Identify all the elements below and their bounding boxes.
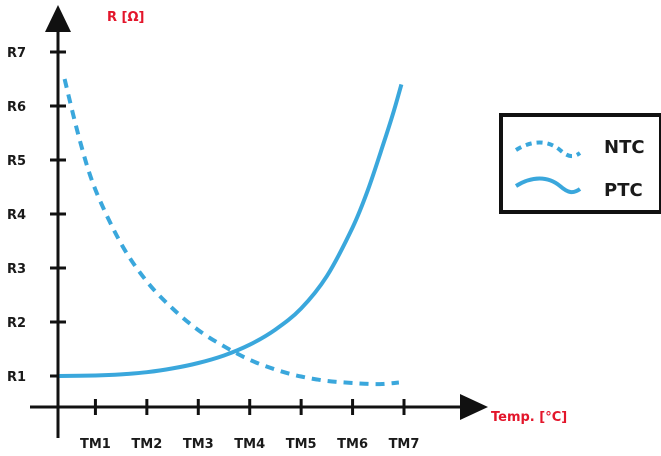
x-tick-label: TM2: [131, 437, 162, 452]
x-axis-title: Temp. [°C]: [491, 410, 567, 425]
y-ticks: R1 R2 R3 R4 R5 R6 R7: [7, 46, 66, 385]
y-tick-label: R6: [7, 100, 26, 115]
ptc-curve: [59, 83, 404, 378]
x-tick-label: TM5: [286, 437, 317, 452]
x-tick-label: TM6: [337, 437, 368, 452]
x-tick-label: TM3: [183, 437, 214, 452]
y-tick-label: R3: [7, 262, 26, 277]
y-axis-title: R [Ω]: [107, 10, 144, 25]
y-axis-arrow: [45, 5, 71, 32]
legend-ntc-swatch: [514, 140, 582, 159]
y-tick-label: R1: [7, 370, 26, 385]
x-axis-arrow: [460, 394, 488, 420]
x-tick-label: TM1: [80, 437, 111, 452]
legend-box: [499, 113, 661, 214]
legend-ptc-label: PTC: [604, 180, 643, 201]
y-tick-label: R5: [7, 154, 26, 169]
legend: NTC PTC: [499, 113, 661, 214]
x-ticks: TM1 TM2 TM3 TM4 TM5 TM6 TM7: [80, 399, 419, 452]
ntc-curve: [62, 78, 400, 387]
plot-area: [59, 78, 404, 387]
legend-ptc-swatch: [514, 176, 582, 195]
y-tick-label: R4: [7, 208, 26, 223]
x-tick-label: TM4: [234, 437, 265, 452]
y-tick-label: R7: [7, 46, 26, 61]
legend-ntc-label: NTC: [604, 137, 645, 158]
x-tick-label: TM7: [389, 437, 420, 452]
y-tick-label: R2: [7, 316, 26, 331]
